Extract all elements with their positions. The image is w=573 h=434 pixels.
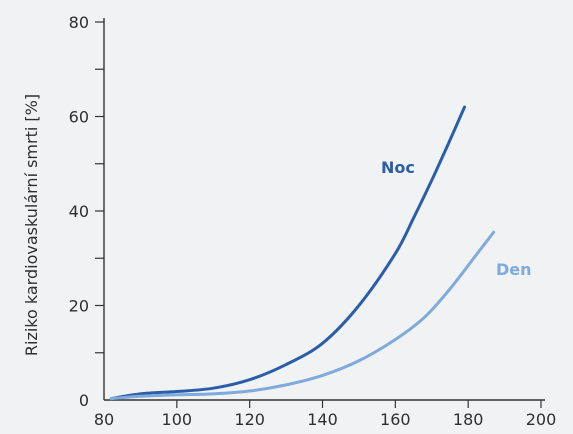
- y-tick-label: 80: [69, 13, 89, 32]
- x-tick-label: 200: [526, 410, 557, 429]
- x-tick-label: 80: [94, 410, 114, 429]
- series-line-den: [109, 230, 496, 401]
- x-tick-label: 160: [380, 410, 411, 429]
- axes-layer: [103, 18, 545, 401]
- y-tick-label: 60: [69, 108, 89, 127]
- ticks-layer: 0 20 40 60 80 80 100 120 140 160 180 200: [69, 13, 557, 429]
- x-tick-label: 180: [453, 410, 484, 429]
- x-tick-label: 100: [162, 410, 193, 429]
- series-line-noc: [109, 105, 467, 401]
- series-label-den: Den: [496, 260, 532, 279]
- x-tick-label: 120: [234, 410, 265, 429]
- series-label-noc: Noc: [381, 158, 415, 177]
- y-tick-label: 40: [69, 202, 89, 221]
- y-tick-label: 0: [79, 391, 89, 410]
- x-tick-label: 140: [307, 410, 338, 429]
- y-axis-title: Riziko kardiovaskulární smrti [%]: [22, 94, 41, 356]
- series-layer: [109, 105, 496, 401]
- labels-layer: Riziko kardiovaskulární smrti [%] Noc Den: [22, 94, 532, 356]
- y-tick-label: 20: [69, 297, 89, 316]
